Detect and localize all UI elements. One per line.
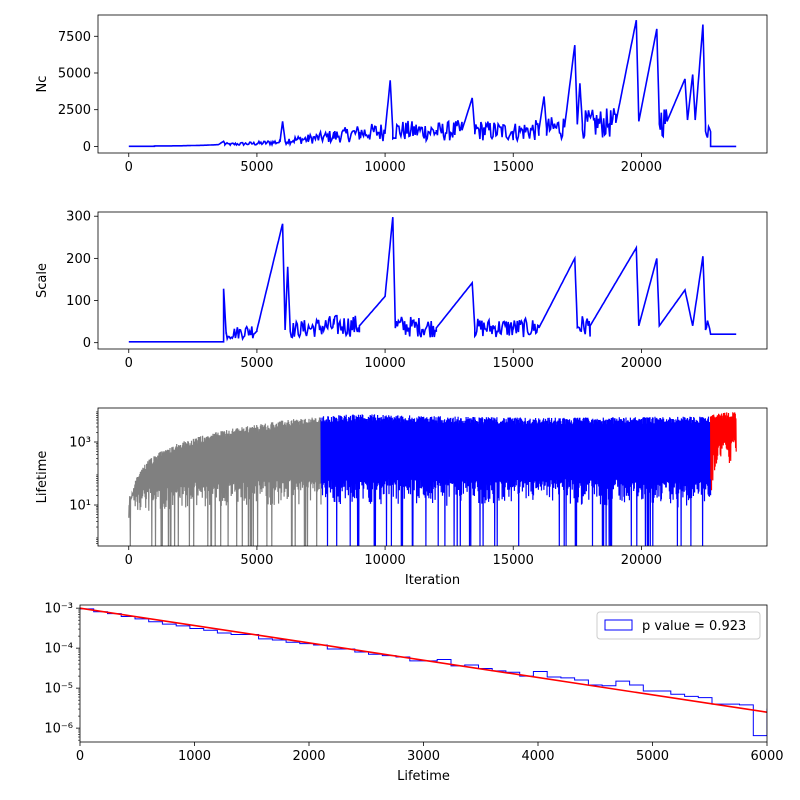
x-tick-label: 5000 xyxy=(636,749,669,764)
fit-line xyxy=(80,607,767,714)
plot-area xyxy=(128,19,737,148)
x-tick-label: 15000 xyxy=(493,356,534,371)
y-tick-label: 300 xyxy=(66,210,91,225)
x-tick-label: 2000 xyxy=(292,749,325,764)
legend-box xyxy=(596,611,761,640)
plot-area xyxy=(128,217,737,343)
x-tick-label: 0 xyxy=(76,749,84,764)
series-line-2 xyxy=(710,412,737,491)
x-tick-label: 20000 xyxy=(621,553,662,568)
lifetime-vs-iteration-subplot: 0 5000 10000 15000 20000 10¹ 10³ Lifetime Iterat… xyxy=(35,407,768,588)
x-tick-label: 0 xyxy=(125,553,133,568)
y-tick-label: 10⁻⁵ xyxy=(44,682,73,697)
x-tick-label: 0 xyxy=(125,160,133,175)
legend-swatch xyxy=(604,619,633,631)
x-tick-label: 5000 xyxy=(240,553,273,568)
x-tick-label: 20000 xyxy=(621,356,662,371)
y-tick-label: 10³ xyxy=(69,435,91,450)
legend-label: p value = 0.923 xyxy=(642,619,746,634)
series-line xyxy=(128,19,737,148)
series-line-1 xyxy=(320,414,712,546)
histogram-steps xyxy=(80,608,767,737)
y-axis-label: Scale xyxy=(35,263,50,298)
axes-frame xyxy=(97,407,768,547)
y-tick-label: 7500 xyxy=(58,30,91,45)
legend: p value = 0.923 xyxy=(596,611,761,640)
x-tick-label: 15000 xyxy=(493,160,534,175)
series-line-0 xyxy=(128,417,322,546)
x-axis-label: Lifetime xyxy=(397,769,450,784)
x-tick-label: 10000 xyxy=(364,553,405,568)
y-axis-label: Nc xyxy=(35,76,50,93)
axes-frame xyxy=(97,211,768,350)
y-tick-label: 10¹ xyxy=(69,499,91,514)
x-tick-label: 0 xyxy=(125,356,133,371)
series-line xyxy=(128,217,737,343)
y-tick-label: 2500 xyxy=(58,103,91,118)
x-tick-label: 1000 xyxy=(178,749,211,764)
x-tick-label: 6000 xyxy=(750,749,783,764)
plot-area xyxy=(80,607,767,737)
x-axis-label: Iteration xyxy=(405,573,460,588)
x-tick-label: 3000 xyxy=(407,749,440,764)
y-tick-label: 5000 xyxy=(58,66,91,81)
y-tick-label: 0 xyxy=(83,140,91,155)
x-tick-label: 5000 xyxy=(240,356,273,371)
y-tick-label: 100 xyxy=(66,294,91,309)
x-tick-label: 20000 xyxy=(621,160,662,175)
scale-subplot: 0 5000 10000 15000 20000 0 100 200 300 Scale xyxy=(35,210,768,371)
x-tick-label: 4000 xyxy=(521,749,554,764)
y-axis-label: Lifetime xyxy=(35,451,50,504)
y-tick-label: 10⁻³ xyxy=(44,602,73,617)
y-tick-label: 10⁻⁶ xyxy=(44,722,73,737)
x-tick-label: 5000 xyxy=(240,160,273,175)
x-tick-label: 10000 xyxy=(364,160,405,175)
plot-area xyxy=(128,412,737,546)
axes-frame xyxy=(97,14,768,154)
y-tick-label: 0 xyxy=(83,336,91,351)
x-tick-label: 10000 xyxy=(364,356,405,371)
nc-subplot: 0 5000 10000 15000 20000 0 2500 5000 7500 Nc xyxy=(35,14,768,175)
y-tick-label: 10⁻⁴ xyxy=(44,642,73,657)
lifetime-histogram-subplot: 0 1000 2000 3000 4000 5000 6000 10⁻⁶ 10⁻⁵ 10⁻⁴ 10⁻… xyxy=(44,602,783,784)
y-tick-label: 200 xyxy=(66,252,91,267)
x-tick-label: 15000 xyxy=(493,553,534,568)
